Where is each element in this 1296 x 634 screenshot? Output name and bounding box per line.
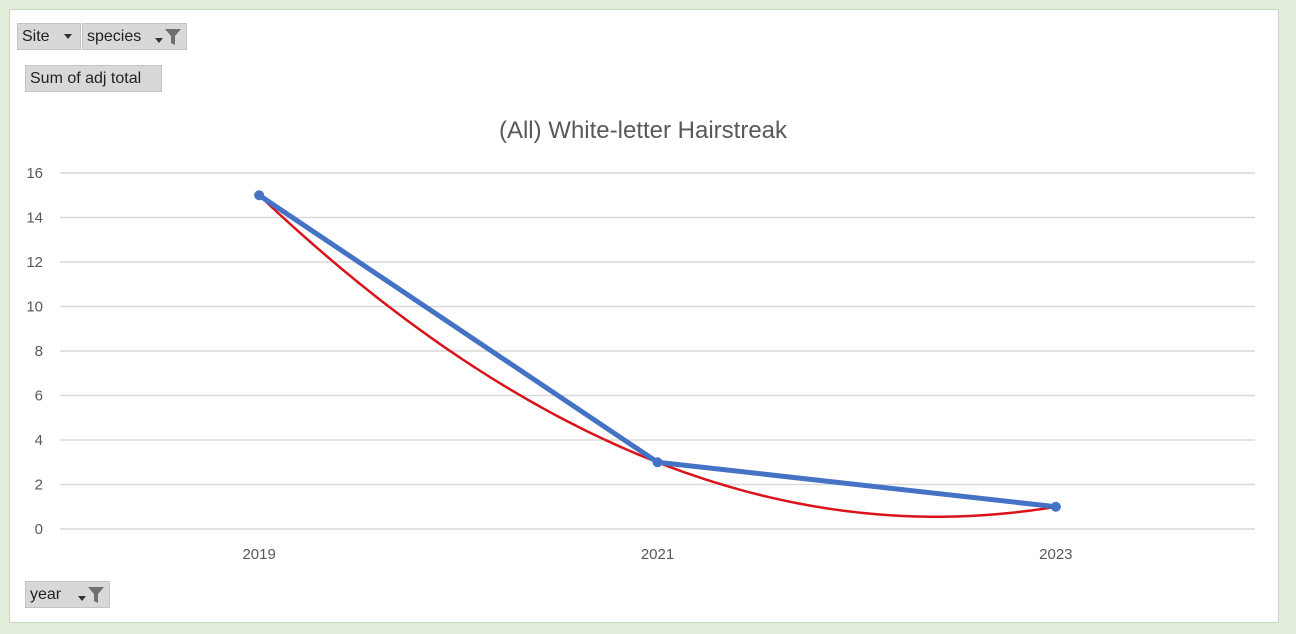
x-tick-label: 2021 <box>641 546 674 563</box>
value-field-label: Sum of adj total <box>30 70 142 87</box>
y-tick-label: 10 <box>26 299 43 316</box>
x-tick-label: 2019 <box>242 546 275 563</box>
filter-funnel-icon <box>87 586 105 604</box>
site-filter-button[interactable]: Site <box>17 23 81 50</box>
y-tick-label: 2 <box>35 477 43 494</box>
dropdown-arrow-icon <box>64 34 72 39</box>
site-filter-label: Site <box>22 28 50 45</box>
species-filter-button[interactable]: species <box>82 23 187 50</box>
y-tick-label: 0 <box>35 521 43 538</box>
species-filter-label: species <box>87 28 142 45</box>
year-axis-field-label: year <box>30 586 62 603</box>
y-tick-label: 4 <box>35 432 43 449</box>
x-axis-ticks: 2019 2021 2023 <box>242 546 1072 563</box>
gridlines <box>60 172 1255 530</box>
data-point[interactable] <box>254 190 265 201</box>
y-tick-label: 6 <box>35 388 43 405</box>
data-point[interactable] <box>652 457 663 468</box>
y-tick-label: 8 <box>35 343 43 360</box>
y-tick-label: 12 <box>26 254 43 271</box>
dropdown-arrow-icon <box>155 38 163 43</box>
x-tick-label: 2023 <box>1039 546 1072 563</box>
chart-area <box>9 9 1279 623</box>
y-tick-label: 14 <box>26 210 43 227</box>
value-field-button[interactable]: Sum of adj total <box>25 65 162 92</box>
chart-title: (All) White-letter Hairstreak <box>499 117 788 144</box>
dropdown-arrow-icon <box>78 596 86 601</box>
year-axis-field-button[interactable]: year <box>25 581 110 608</box>
y-tick-label: 16 <box>26 165 43 182</box>
data-point[interactable] <box>1050 501 1061 512</box>
filter-funnel-icon <box>164 28 182 46</box>
series-layer <box>254 190 1061 512</box>
trendline-layer <box>258 194 1057 519</box>
trendline <box>258 194 1057 519</box>
y-axis-ticks: 0 2 4 6 8 10 12 14 16 <box>26 165 43 538</box>
